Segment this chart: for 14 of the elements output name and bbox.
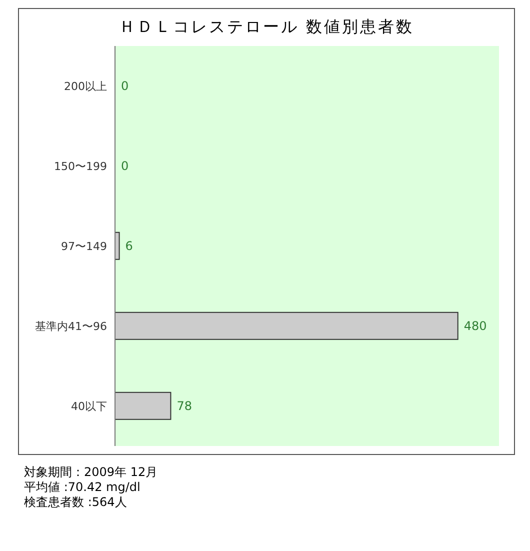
text: 検査患者数 :564人: [24, 495, 128, 510]
data-label: 0: [121, 158, 129, 173]
text: 平均値 :70.42 mg/dl: [24, 480, 142, 495]
data-label: 78: [176, 398, 192, 413]
data-label: 480: [464, 318, 487, 333]
y-tick-label: 97〜149: [61, 240, 107, 253]
data-label: 6: [125, 238, 133, 253]
y-tick-label: 150〜199: [54, 160, 107, 173]
text: 対象期間：2009年 12月: [24, 465, 159, 480]
y-tick-label: 40以下: [71, 400, 107, 413]
y-tick-label: 基準内41〜96: [35, 320, 107, 333]
chart-title: ＨＤＬコレステロール 数値別患者数: [118, 16, 416, 38]
data-label: 0: [121, 78, 129, 93]
y-tick-label: 200以上: [64, 80, 107, 93]
